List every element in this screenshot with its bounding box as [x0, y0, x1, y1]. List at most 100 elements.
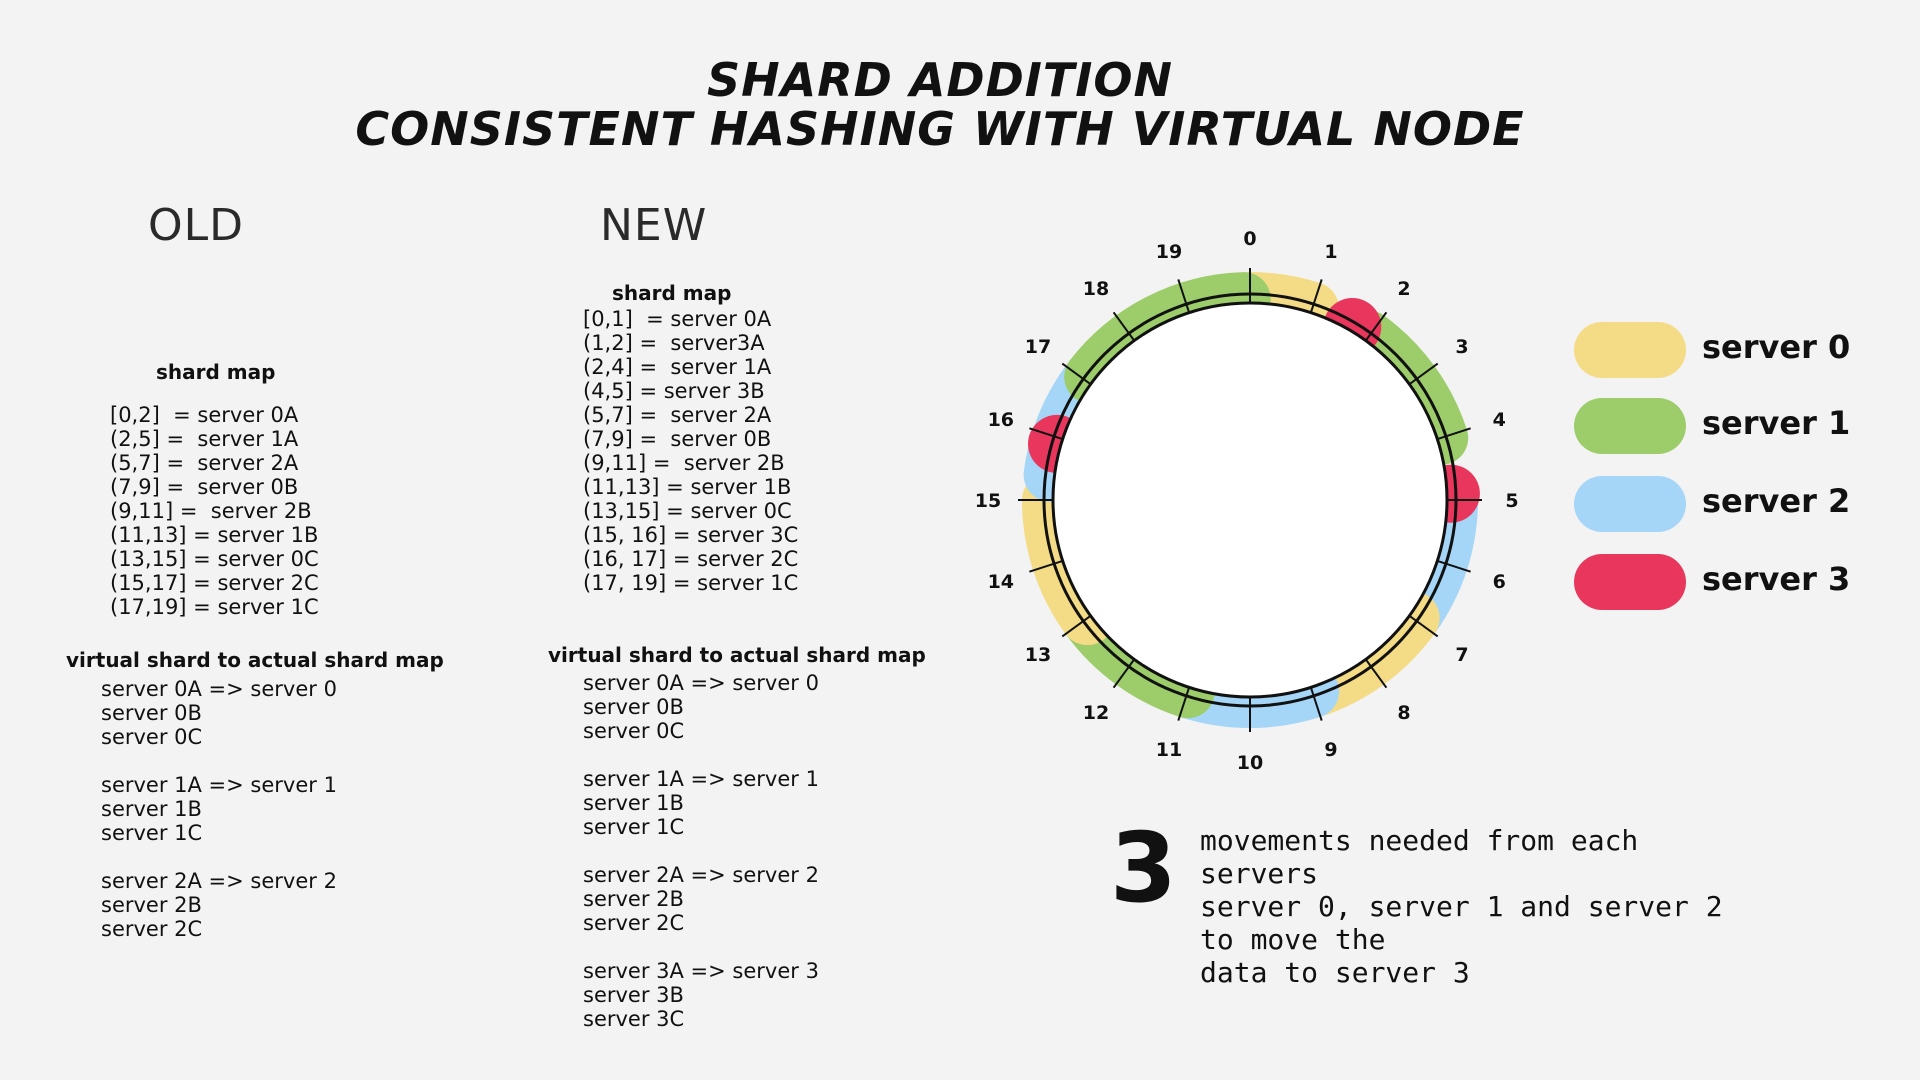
ring-tick — [1437, 427, 1471, 441]
ring-position-label: 5 — [1505, 490, 1518, 512]
ring-position-label: 4 — [1493, 409, 1506, 431]
movement-description: movements needed from each servers server… — [1200, 824, 1760, 989]
virtual-map-entry: server 1C — [101, 821, 203, 845]
shard-map-entry: (9,11] = server 2B — [110, 499, 312, 523]
shard-map-entry: (13,15] = server 0C — [583, 499, 792, 523]
virtual-map-entry: server 2A => server 2 — [101, 869, 337, 893]
virtual-map-entry: server 2A => server 2 — [583, 863, 819, 887]
legend-label: server 0 — [1702, 328, 1851, 366]
legend-label: server 3 — [1702, 560, 1851, 598]
shard-map-entry: [0,2] = server 0A — [110, 403, 299, 427]
old-virtual-map-list: server 0A => server 0 server 0B server 0C s… — [101, 677, 337, 941]
new-virtual-map-title: virtual shard to actual shard map — [548, 643, 926, 667]
ring-position-label: 6 — [1493, 571, 1506, 593]
ring-tick — [1309, 687, 1323, 721]
shard-map-entry: (17, 19] = server 1C — [583, 571, 799, 595]
ring-tick — [1364, 311, 1388, 342]
ring-tick — [1408, 362, 1439, 386]
ring-position-label: 1 — [1324, 241, 1337, 263]
virtual-map-entry: server 1A => server 1 — [101, 773, 337, 797]
virtual-map-entry: server 3B — [583, 983, 684, 1007]
new-shard-map-list: [0,1] = server 0A (1,2] = server3A (2,4] =… — [583, 307, 798, 595]
virtual-map-entry: server 3C — [583, 1007, 685, 1031]
virtual-map-entry: server 0C — [583, 719, 685, 743]
old-shard-map-title: shard map — [156, 360, 276, 384]
ring-position-label: 15 — [975, 490, 1001, 512]
virtual-map-entry: server 1A => server 1 — [583, 767, 819, 791]
ring-tick — [1061, 614, 1092, 638]
shard-map-entry: (7,9] = server 0B — [583, 427, 772, 451]
legend-swatch — [1574, 554, 1686, 610]
diagram-title-line-2: CONSISTENT HASHING WITH VIRTUAL NODE — [355, 102, 1525, 156]
new-virtual-map-list: server 0A => server 0 server 0B server 0C s… — [583, 671, 819, 1031]
legend-label: server 2 — [1702, 482, 1851, 520]
legend-swatch — [1574, 322, 1686, 378]
legend-label: server 1 — [1702, 404, 1851, 442]
virtual-map-entry: server 1B — [101, 797, 202, 821]
shard-map-entry: (2,4] = server 1A — [583, 355, 772, 379]
movement-line: server 0, server 1 and server 2 to move … — [1200, 890, 1723, 956]
ring-tick — [1437, 559, 1471, 573]
virtual-map-entry: server 2C — [583, 911, 685, 935]
old-virtual-map-title: virtual shard to actual shard map — [66, 648, 444, 672]
shard-map-entry: (17,19] = server 1C — [110, 595, 319, 619]
virtual-map-entry: server 0B — [583, 695, 684, 719]
shard-map-entry: (15,17] = server 2C — [110, 571, 319, 595]
ring-tick — [1112, 311, 1136, 342]
ring-position-label: 3 — [1455, 336, 1468, 358]
ring-inner-circle — [1051, 301, 1449, 699]
ring-position-label: 10 — [1237, 752, 1263, 774]
ring-segment — [1064, 272, 1271, 404]
ring-position-label: 18 — [1083, 278, 1109, 300]
movement-count: 3 — [1110, 812, 1177, 924]
virtual-map-entry: server 2C — [101, 917, 203, 941]
shard-map-entry: (13,15] = server 0C — [110, 547, 319, 571]
virtual-map-entry: server 0C — [101, 725, 203, 749]
ring-tick — [1364, 658, 1388, 689]
ring-tick — [1408, 614, 1439, 638]
old-column-header: OLD — [148, 200, 245, 251]
ring-position-label: 17 — [1025, 336, 1051, 358]
shard-map-entry: (16, 17] = server 2C — [583, 547, 799, 571]
shard-map-entry: (5,7] = server 2A — [110, 451, 299, 475]
virtual-map-entry: server 0B — [101, 701, 202, 725]
ring-position-label: 11 — [1156, 739, 1182, 761]
ring-position-label: 8 — [1397, 702, 1410, 724]
virtual-map-entry: server 1B — [583, 791, 684, 815]
shard-map-entry: (7,9] = server 0B — [110, 475, 299, 499]
virtual-map-entry: server 3A => server 3 — [583, 959, 819, 983]
shard-map-entry: (9,11] = server 2B — [583, 451, 785, 475]
ring-position-label: 0 — [1243, 228, 1256, 250]
shard-map-entry: (1,2] = server3A — [583, 331, 765, 355]
shard-map-entry: (5,7] = server 2A — [583, 403, 772, 427]
old-shard-map-list: [0,2] = server 0A (2,5] = server 1A (5,7] … — [110, 403, 319, 619]
movement-line: data to server 3 — [1200, 956, 1470, 989]
virtual-map-entry: server 2B — [583, 887, 684, 911]
shard-map-entry: [0,1] = server 0A — [583, 307, 772, 331]
shard-map-entry: (4,5] = server 3B — [583, 379, 765, 403]
ring-tick — [1061, 362, 1092, 386]
virtual-map-entry: server 0A => server 0 — [583, 671, 819, 695]
ring-position-label: 16 — [988, 409, 1014, 431]
ring-tick — [1309, 279, 1323, 313]
ring-position-label: 14 — [988, 571, 1014, 593]
virtual-map-entry: server 2B — [101, 893, 202, 917]
ring-tick — [1029, 427, 1063, 441]
movement-line: movements needed from each servers — [1200, 824, 1639, 890]
ring-position-label: 2 — [1397, 278, 1410, 300]
shard-map-entry: (11,13] = server 1B — [583, 475, 792, 499]
ring-tick — [1177, 279, 1191, 313]
ring-tick — [1029, 559, 1063, 573]
legend-swatch — [1574, 476, 1686, 532]
diagram-title-line-1: SHARD ADDITION — [706, 53, 1174, 107]
ring-position-label: 12 — [1083, 702, 1109, 724]
ring-position-label: 7 — [1455, 644, 1468, 666]
virtual-map-entry: server 0A => server 0 — [101, 677, 337, 701]
new-column-header: NEW — [600, 200, 708, 251]
ring-position-label: 9 — [1324, 739, 1337, 761]
ring-position-label: 13 — [1025, 644, 1051, 666]
shard-map-entry: (15, 16] = server 3C — [583, 523, 799, 547]
shard-map-entry: (11,13] = server 1B — [110, 523, 319, 547]
ring-tick — [1112, 658, 1136, 689]
